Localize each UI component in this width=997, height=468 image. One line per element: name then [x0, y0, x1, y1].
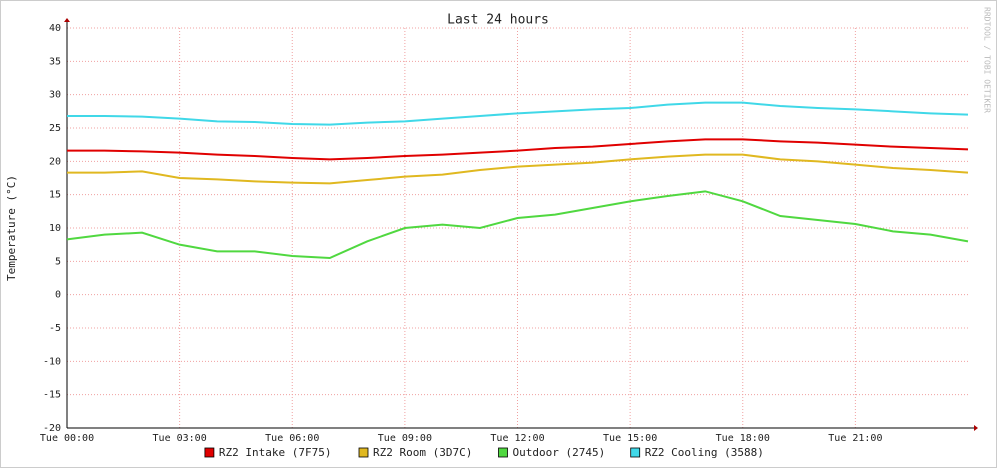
arrow — [974, 425, 978, 431]
chart-title: Last 24 hours — [447, 13, 549, 28]
x-tick-label: Tue 21:00 — [828, 433, 882, 444]
x-tick-label: Tue 03:00 — [153, 433, 207, 444]
y-axis-label: Temperature (°C) — [5, 175, 18, 281]
x-tick-label: Tue 15:00 — [603, 433, 657, 444]
legend-swatch — [358, 447, 369, 458]
x-tick-label: Tue 09:00 — [378, 433, 432, 444]
y-tick-label: -15 — [43, 390, 61, 401]
legend-swatch — [204, 447, 215, 458]
series-line — [67, 138, 969, 161]
x-tick-label: Tue 12:00 — [490, 433, 544, 444]
arrow — [64, 18, 70, 22]
y-tick-label: -5 — [49, 323, 61, 334]
series-line — [66, 190, 969, 260]
series-line — [67, 101, 969, 126]
legend-label: Outdoor (2745) — [513, 446, 606, 459]
y-tick-label: 5 — [55, 256, 61, 267]
legend-label: RZ2 Room (3D7C) — [373, 446, 472, 459]
y-tick-label: 35 — [49, 56, 61, 67]
y-tick-label: 25 — [49, 123, 61, 134]
legend-label: RZ2 Cooling (3588) — [645, 446, 764, 459]
y-tick-label: 15 — [49, 190, 61, 201]
x-tick-label: Tue 06:00 — [265, 433, 319, 444]
legend-swatch — [498, 447, 508, 458]
y-tick-label: 20 — [49, 156, 61, 167]
y-tick-label: 0 — [55, 290, 61, 301]
x-tick-label: Tue 00:00 — [40, 433, 94, 444]
y-tick-label: 40 — [49, 23, 61, 34]
y-tick-label: -20 — [43, 423, 61, 434]
y-tick-label: 10 — [49, 223, 61, 234]
series-line — [67, 153, 969, 185]
x-tick-label: Tue 18:00 — [716, 433, 770, 444]
legend-swatch — [630, 447, 641, 458]
y-tick-label: 30 — [49, 90, 61, 101]
y-tick-label: -10 — [43, 356, 61, 367]
legend-label: RZ2 Intake (7F75) — [219, 446, 332, 459]
watermark: RRDTOOL / TOBI OETIKER — [983, 7, 992, 113]
